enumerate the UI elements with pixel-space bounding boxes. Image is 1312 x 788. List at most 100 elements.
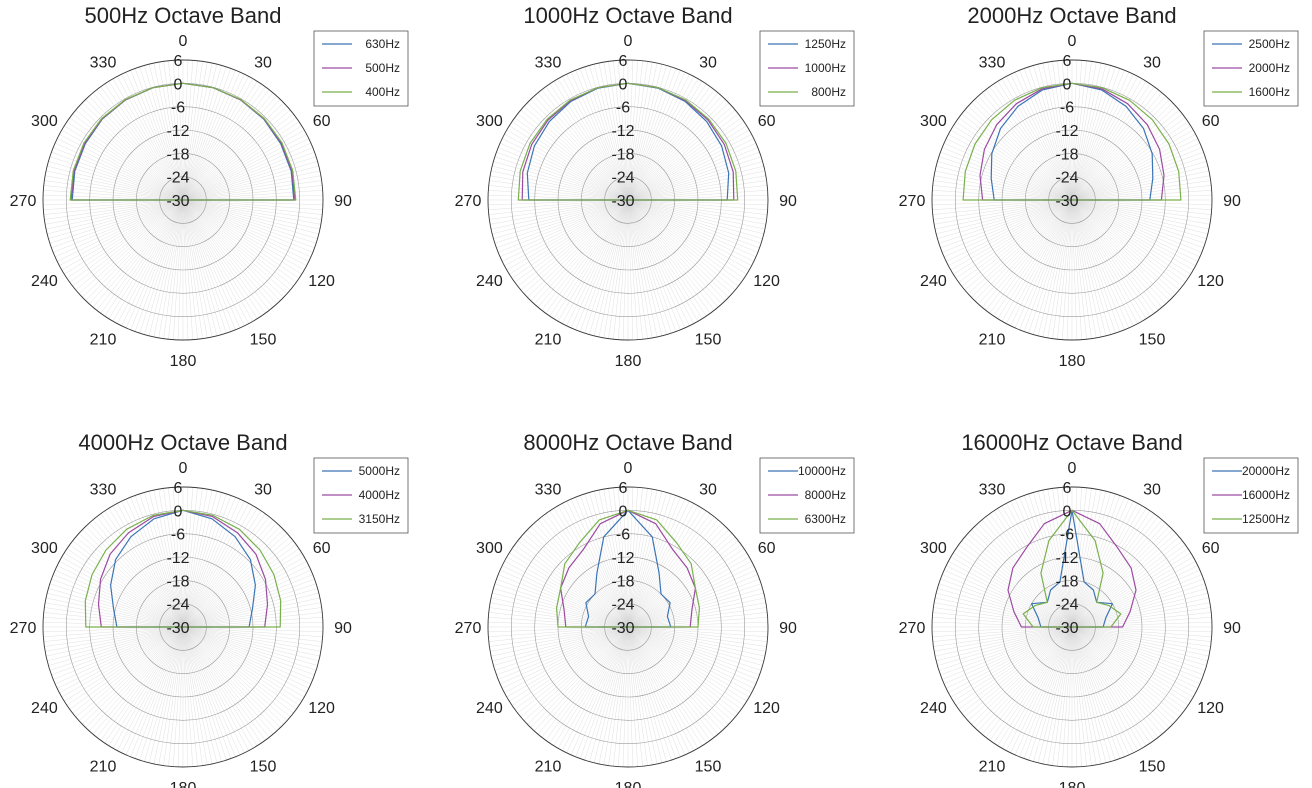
legend-entry-12500Hz: 12500Hz <box>1242 512 1290 526</box>
angle-tick-label: 120 <box>753 700 780 717</box>
radial-gridline <box>931 486 1213 768</box>
angle-tick-label: 150 <box>695 759 722 776</box>
radial-tick-label: 6 <box>174 480 183 497</box>
series-line-800Hz <box>517 82 739 201</box>
angle-tick-label: 120 <box>308 273 335 290</box>
angle-tick-label: 240 <box>476 273 503 290</box>
angle-tick-label: 300 <box>476 540 503 557</box>
radial-tick-label: 0 <box>1063 76 1072 93</box>
radial-tick-label: -6 <box>171 100 185 117</box>
angle-tick-label: 300 <box>31 113 58 130</box>
legend-entry-2500Hz: 2500Hz <box>1249 37 1290 51</box>
angle-tick-label: 30 <box>1143 481 1161 498</box>
angle-tick-label: 120 <box>1197 273 1224 290</box>
angle-tick-label: 240 <box>476 700 503 717</box>
radial-tick-label: -24 <box>1055 170 1078 187</box>
angle-tick-label: 60 <box>313 113 331 130</box>
angle-tick-label: 90 <box>1223 193 1241 210</box>
polar-chart-4: 0306090120150180210240270300330-30-24-18… <box>10 430 409 788</box>
legend-entry-500Hz: 500Hz <box>365 61 400 75</box>
angle-tick-label: 210 <box>535 332 562 349</box>
series-line-1600Hz <box>962 82 1182 201</box>
angle-tick-label: 180 <box>615 780 642 788</box>
radial-tick-label: -24 <box>1055 597 1078 614</box>
chart-title: 4000Hz Octave Band <box>78 430 287 455</box>
angle-tick-label: 270 <box>899 193 926 210</box>
radial-gridline <box>534 533 722 721</box>
legend-entry-20000Hz: 20000Hz <box>1242 464 1290 478</box>
radial-tick-label: 6 <box>619 480 628 497</box>
radial-tick-label: -30 <box>166 620 189 637</box>
radial-tick-label: -24 <box>166 170 189 187</box>
radial-tick-label: -12 <box>611 123 634 140</box>
angle-tick-label: 90 <box>779 193 797 210</box>
series-line-12500Hz <box>1022 509 1122 628</box>
radial-tick-label: -18 <box>1055 573 1078 590</box>
legend-entry-10000Hz: 10000Hz <box>798 464 846 478</box>
angle-tick-label: 0 <box>1068 33 1077 50</box>
angle-tick-label: 150 <box>695 332 722 349</box>
angle-tick-label: 180 <box>1059 353 1086 370</box>
legend: 20000Hz 16000Hz 12500Hz <box>1203 457 1299 534</box>
radial-tick-label: -18 <box>166 146 189 163</box>
radial-tick-label: 6 <box>174 53 183 70</box>
angle-tick-label: 210 <box>535 759 562 776</box>
angle-tick-label: 150 <box>1139 332 1166 349</box>
legend-entry-1250Hz: 1250Hz <box>805 37 846 51</box>
angle-tick-label: 120 <box>753 273 780 290</box>
angle-tick-label: 180 <box>615 353 642 370</box>
angle-tick-label: 240 <box>920 273 947 290</box>
radial-tick-label: -18 <box>1055 146 1078 163</box>
radial-tick-label: 0 <box>619 76 628 93</box>
angle-tick-label: 330 <box>90 481 117 498</box>
angle-tick-label: 210 <box>90 759 117 776</box>
angle-tick-label: 150 <box>250 332 277 349</box>
radial-tick-label: -12 <box>1055 550 1078 567</box>
radial-tick-label: -30 <box>166 193 189 210</box>
series-line-400Hz <box>69 82 297 201</box>
angle-tick-label: 270 <box>10 620 37 637</box>
radial-gridline <box>487 486 769 768</box>
series-line-3150Hz <box>84 509 282 628</box>
polar-chart-1: 0306090120150180210240270300330-30-24-18… <box>10 3 409 370</box>
legend-entry-8000Hz: 8000Hz <box>805 488 846 502</box>
legend: 10000Hz 8000Hz 6300Hz <box>759 457 855 534</box>
legend-entry-630Hz: 630Hz <box>365 37 400 51</box>
radial-tick-label: 6 <box>1063 53 1072 70</box>
radial-gridline <box>42 59 324 341</box>
angle-tick-label: 240 <box>920 700 947 717</box>
radial-tick-label: -30 <box>611 620 634 637</box>
angle-tick-label: 240 <box>31 273 58 290</box>
legend-entry-1000Hz: 1000Hz <box>805 61 846 75</box>
legend: 630Hz 500Hz 400Hz <box>313 30 409 107</box>
radial-gridline <box>487 59 769 341</box>
legend-entry-5000Hz: 5000Hz <box>359 464 400 478</box>
radial-tick-label: -18 <box>611 146 634 163</box>
angle-tick-label: 180 <box>170 780 197 788</box>
radial-tick-label: 6 <box>1063 480 1072 497</box>
radial-tick-label: -6 <box>1060 527 1074 544</box>
series-line-6300Hz <box>556 509 700 628</box>
angle-tick-label: 210 <box>979 759 1006 776</box>
angle-tick-label: 270 <box>455 620 482 637</box>
chart-title: 8000Hz Octave Band <box>523 430 732 455</box>
legend-entry-2000Hz: 2000Hz <box>1249 61 1290 75</box>
radial-tick-label: -24 <box>611 597 634 614</box>
polar-chart-5: 0306090120150180210240270300330-30-24-18… <box>455 430 855 788</box>
radial-tick-label: 6 <box>619 53 628 70</box>
radial-tick-label: -30 <box>1055 620 1078 637</box>
radial-gridline <box>42 486 324 768</box>
angle-tick-label: 300 <box>920 113 947 130</box>
angle-tick-label: 90 <box>1223 620 1241 637</box>
angle-tick-label: 300 <box>920 540 947 557</box>
angle-tick-label: 210 <box>979 332 1006 349</box>
angle-tick-label: 60 <box>758 540 776 557</box>
angle-tick-label: 240 <box>31 700 58 717</box>
legend: 2500Hz 2000Hz 1600Hz <box>1203 30 1299 107</box>
angle-tick-label: 60 <box>758 113 776 130</box>
angle-tick-label: 90 <box>334 193 352 210</box>
radial-tick-label: -24 <box>611 170 634 187</box>
angle-tick-label: 210 <box>90 332 117 349</box>
angle-tick-label: 60 <box>313 540 331 557</box>
